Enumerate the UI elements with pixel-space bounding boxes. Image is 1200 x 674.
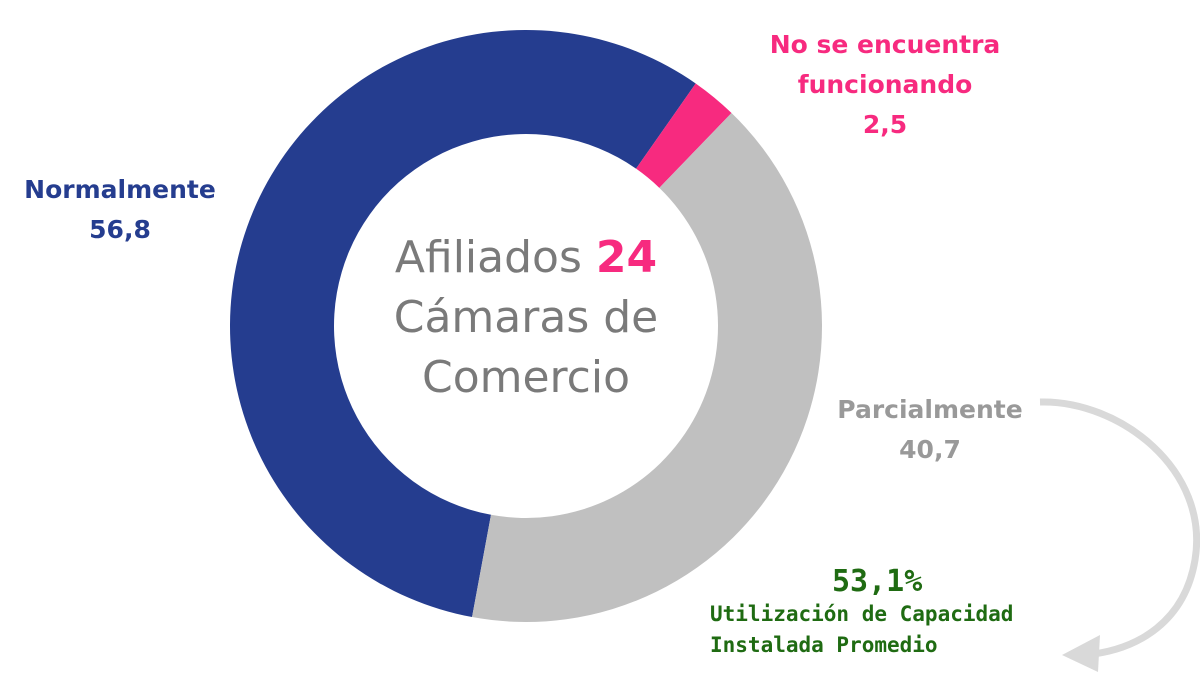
value-label: 56,8 [89,215,151,244]
center-suffix: Cámaras de Comercio [393,292,659,403]
slice-label: Normalmente 56,8 [0,170,250,250]
donut-slice [230,30,696,618]
center-text: Afiliados 24 Cámaras de Comercio [366,228,686,408]
value-label: 2,5 [862,110,908,139]
arrow-head [1062,635,1100,672]
slice-label: No se encuentra funcionando 2,5 [755,25,1015,145]
value-label: 40,7 [899,435,961,464]
category: Normalmente [24,175,216,204]
annotation-text: Utilización de Capacidad Instalada Prome… [710,602,1014,657]
annotation: 53,1% Utilización de Capacidad Instalada … [710,565,1070,661]
category: Parcialmente [837,395,1023,424]
slice-label: Parcialmente 40,7 [800,390,1060,470]
center-number: 24 [595,232,658,283]
annotation-value: 53,1% [832,564,923,599]
center-prefix: Afiliados [394,232,582,283]
donut-slice [472,113,823,623]
arrow [1039,398,1200,659]
donut-slice [636,83,732,188]
category: No se encuentra funcionando [769,30,1001,99]
